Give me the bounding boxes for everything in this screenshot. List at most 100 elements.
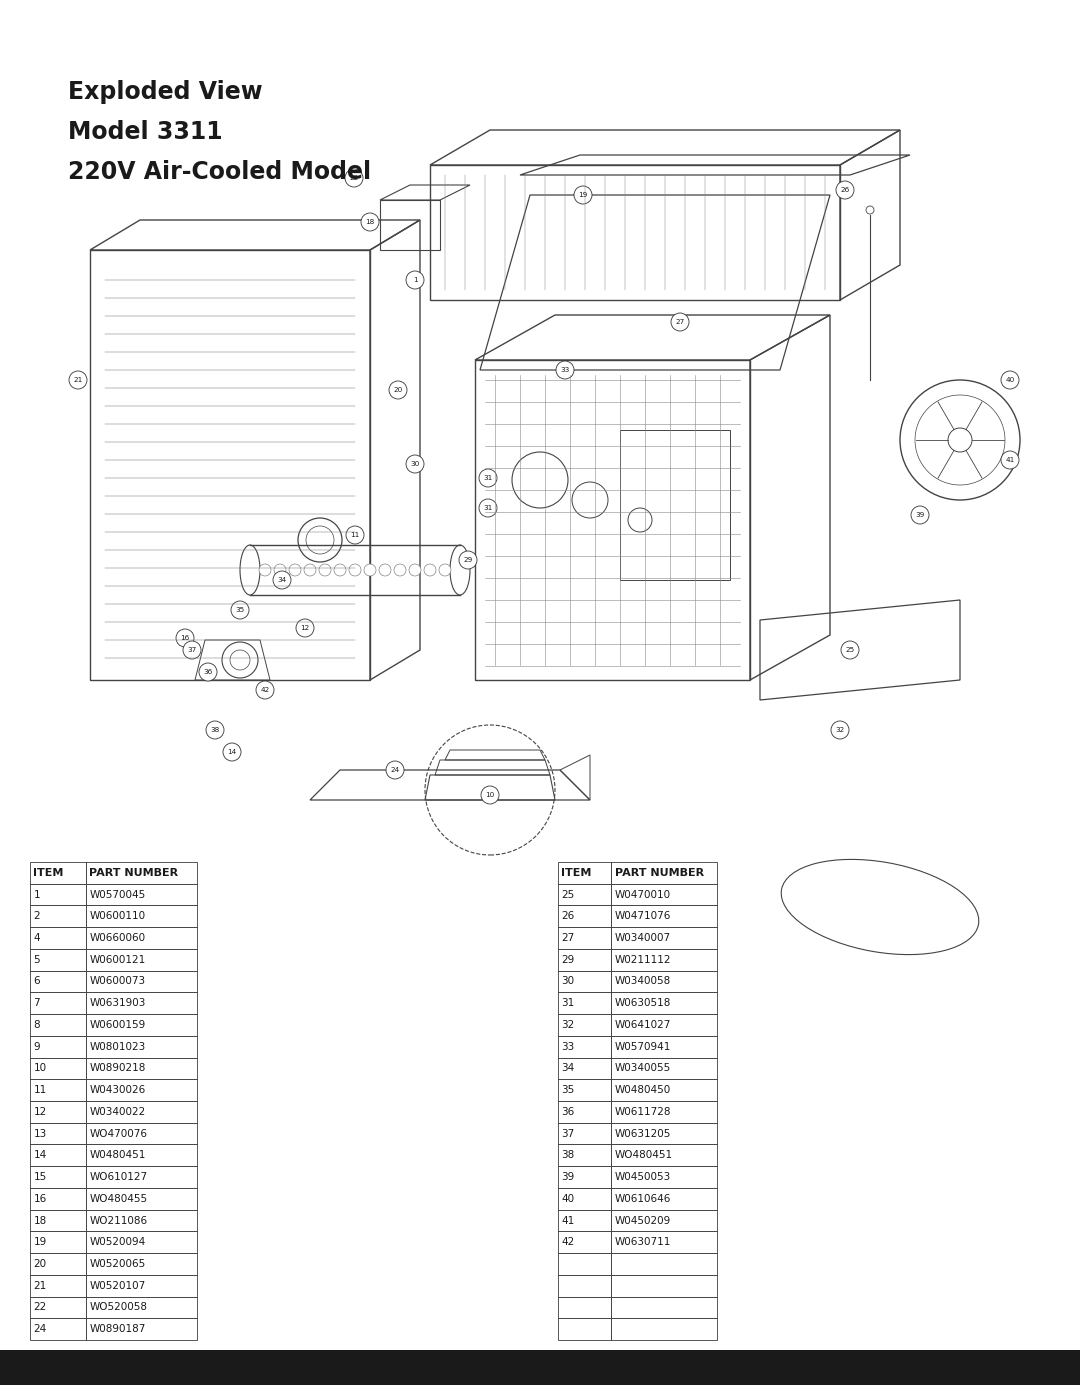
Bar — [30, 1058, 86, 1080]
Bar — [0, 1350, 1080, 1384]
Text: W0610646: W0610646 — [615, 1194, 671, 1204]
Text: 5: 5 — [33, 954, 40, 965]
Circle shape — [915, 395, 1005, 485]
Text: 18: 18 — [33, 1215, 46, 1225]
Text: Exploded View: Exploded View — [68, 80, 262, 103]
Circle shape — [831, 721, 849, 739]
Bar — [30, 949, 86, 971]
Bar — [30, 1014, 86, 1035]
Text: ITEM: ITEM — [33, 868, 64, 877]
Bar — [86, 1014, 198, 1035]
Circle shape — [379, 564, 391, 576]
Text: 6: 6 — [33, 977, 40, 986]
Text: WO211086: WO211086 — [90, 1215, 148, 1225]
Bar — [611, 905, 717, 928]
Bar — [611, 1319, 717, 1340]
Text: W0480450: W0480450 — [615, 1085, 671, 1095]
Text: 31: 31 — [562, 999, 575, 1009]
Bar — [86, 1187, 198, 1210]
Bar — [558, 1296, 611, 1319]
Bar — [30, 992, 86, 1014]
Text: 7: 7 — [33, 999, 40, 1009]
Bar — [558, 1187, 611, 1210]
Text: 29: 29 — [562, 954, 575, 965]
Bar — [558, 1210, 611, 1231]
Text: 30: 30 — [410, 461, 420, 467]
Text: 27: 27 — [675, 319, 685, 326]
Bar — [558, 1101, 611, 1123]
Text: W0340022: W0340022 — [90, 1106, 146, 1116]
Text: 32: 32 — [835, 726, 845, 733]
Text: Model 3311: Model 3311 — [35, 1361, 120, 1375]
Bar — [611, 1166, 717, 1187]
Text: 42: 42 — [260, 687, 270, 693]
Text: W0660060: W0660060 — [90, 933, 146, 943]
Text: W0520107: W0520107 — [90, 1281, 146, 1291]
Circle shape — [627, 509, 652, 532]
Circle shape — [394, 564, 406, 576]
Bar — [611, 1101, 717, 1123]
Text: 31: 31 — [484, 475, 492, 481]
Text: 12: 12 — [33, 1106, 46, 1116]
Bar — [558, 1123, 611, 1144]
Bar — [86, 992, 198, 1014]
Bar — [86, 1035, 198, 1058]
Text: WO520058: WO520058 — [90, 1302, 148, 1312]
Text: 2: 2 — [33, 911, 40, 921]
Bar — [86, 1253, 198, 1275]
Text: 19: 19 — [33, 1238, 46, 1248]
Bar — [86, 884, 198, 905]
Bar — [611, 1080, 717, 1101]
Circle shape — [69, 372, 87, 388]
Text: 1: 1 — [413, 277, 417, 284]
Text: PART NUMBER: PART NUMBER — [615, 868, 704, 877]
Text: W0600159: W0600159 — [90, 1020, 146, 1030]
Text: WO610127: WO610127 — [90, 1172, 148, 1182]
Circle shape — [183, 641, 201, 659]
Bar — [558, 992, 611, 1014]
Bar — [30, 1275, 86, 1296]
Circle shape — [406, 271, 424, 289]
Text: 35: 35 — [235, 608, 245, 613]
Text: 11: 11 — [350, 532, 360, 538]
Text: 22: 22 — [33, 1302, 46, 1312]
Circle shape — [459, 550, 477, 569]
Text: 8: 8 — [33, 1020, 40, 1030]
Bar — [611, 1123, 717, 1144]
Bar — [611, 1210, 717, 1231]
Text: 42: 42 — [562, 1238, 575, 1248]
Bar — [86, 1080, 198, 1101]
Bar — [30, 1035, 86, 1058]
Bar — [30, 1296, 86, 1319]
Text: 15: 15 — [33, 1172, 46, 1182]
Circle shape — [199, 664, 217, 680]
Circle shape — [274, 564, 286, 576]
Bar — [558, 905, 611, 928]
Circle shape — [409, 564, 421, 576]
Bar — [30, 905, 86, 928]
Text: W0570941: W0570941 — [615, 1042, 671, 1052]
Circle shape — [841, 641, 859, 659]
Text: 10: 10 — [33, 1063, 46, 1073]
Circle shape — [900, 380, 1020, 500]
Bar — [611, 992, 717, 1014]
Text: 33: 33 — [561, 367, 569, 373]
Bar — [558, 928, 611, 949]
Bar — [611, 1058, 717, 1080]
Bar — [611, 1035, 717, 1058]
Text: 16: 16 — [180, 636, 190, 641]
Circle shape — [866, 205, 874, 214]
Bar — [558, 1253, 611, 1275]
Bar — [611, 862, 717, 884]
Text: 14: 14 — [228, 749, 237, 754]
Bar — [86, 949, 198, 971]
Text: W0471076: W0471076 — [615, 911, 671, 921]
Text: 25: 25 — [846, 647, 854, 652]
Text: Model 3311: Model 3311 — [68, 120, 222, 144]
Text: W0631205: W0631205 — [615, 1129, 671, 1139]
Bar — [86, 1231, 198, 1253]
Circle shape — [556, 360, 573, 379]
Circle shape — [319, 564, 330, 576]
Circle shape — [296, 619, 314, 637]
Text: 36: 36 — [203, 669, 213, 675]
